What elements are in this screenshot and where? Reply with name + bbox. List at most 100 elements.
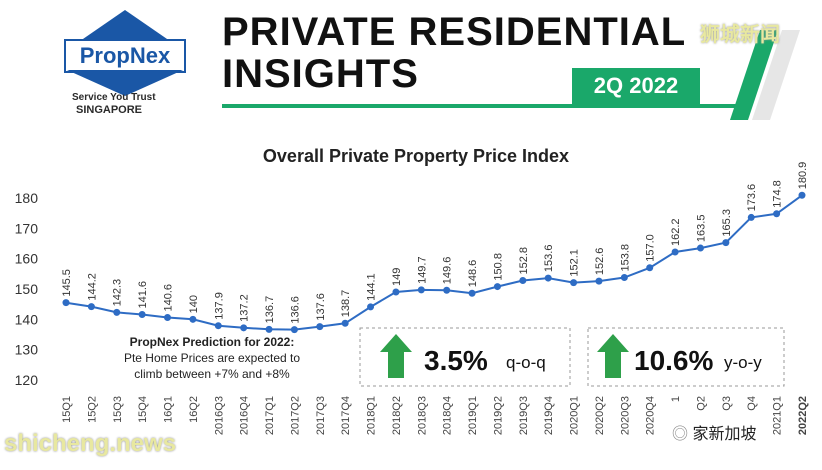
data-label: 153.6	[543, 245, 555, 273]
wechat-watermark: ◎ 家新加坡	[672, 420, 756, 444]
propnex-logo: PropNex	[64, 10, 186, 96]
x-tick-label: 2021Q1	[772, 396, 784, 435]
x-tick-label: 1	[670, 396, 682, 402]
data-label: 144.2	[86, 273, 98, 301]
y-tick-label: 180	[15, 190, 39, 206]
data-point	[367, 303, 375, 311]
prediction-line1: Pte Home Prices are expected to	[124, 351, 300, 365]
x-tick-label: Q2	[695, 396, 707, 411]
data-point	[417, 286, 425, 294]
x-tick-label: 2018Q2	[391, 396, 403, 435]
data-label: 153.8	[619, 244, 631, 272]
data-label: 162.2	[670, 218, 682, 246]
header: PropNex Service You Trust SINGAPORE PRIV…	[0, 0, 822, 132]
data-label: 165.3	[721, 209, 733, 237]
x-tick-label: 2018Q3	[416, 396, 428, 435]
y-tick-label: 140	[15, 311, 39, 327]
data-point	[722, 239, 730, 247]
data-point	[265, 325, 273, 333]
data-point	[62, 299, 70, 307]
x-tick-label: 2020Q3	[619, 396, 631, 435]
brand-name: PropNex	[80, 43, 171, 68]
prediction-title: PropNex Prediction for 2022:	[130, 335, 295, 349]
x-tick-label: 2018Q4	[442, 396, 454, 435]
value-labels: 145.5 144.2 142.3 141.6 140.6 140 137.9 137.2 13…	[61, 162, 809, 324]
y-axis: 120 130 140 150 160 170 180	[15, 190, 39, 388]
x-tick-label: 2019Q2	[492, 396, 504, 435]
data-label: 137.6	[315, 293, 327, 321]
wechat-icon: ◎	[672, 426, 693, 443]
data-label: 142.3	[112, 279, 124, 307]
data-point	[443, 286, 451, 294]
series-line-path	[65, 194, 803, 331]
data-point	[316, 323, 324, 331]
data-point	[798, 191, 806, 199]
series-line	[65, 194, 803, 331]
y-tick-label: 160	[15, 251, 39, 267]
data-label: 138.7	[340, 290, 352, 318]
data-label: 145.5	[61, 269, 73, 297]
data-label: 140.6	[163, 284, 175, 312]
up-arrow-icon	[380, 334, 412, 378]
qoq-value: 3.5%	[424, 345, 488, 376]
data-point	[113, 308, 121, 316]
prediction-box: PropNex Prediction for 2022: Pte Home Pr…	[124, 335, 300, 381]
data-point	[493, 283, 501, 291]
x-tick-label: 2016Q3	[213, 396, 225, 435]
x-tick-label: 16Q2	[188, 396, 200, 423]
data-label: 144.1	[366, 273, 378, 301]
data-label: 140	[188, 295, 200, 313]
data-label: 148.6	[467, 260, 479, 288]
y-tick-label: 130	[15, 342, 39, 358]
x-tick-label: Q4	[746, 396, 758, 411]
data-point	[696, 244, 704, 252]
data-label: 136.7	[264, 296, 276, 324]
data-label: 157.0	[645, 234, 657, 262]
page-title-line1: PRIVATE RESIDENTIAL	[222, 10, 687, 54]
data-label: 163.5	[695, 215, 707, 243]
x-tick-label: 2019Q4	[543, 396, 555, 435]
data-label: 174.8	[772, 180, 784, 208]
data-label: 180.9	[797, 162, 809, 190]
data-point	[341, 319, 349, 327]
data-point	[164, 314, 172, 322]
data-point	[570, 279, 578, 287]
x-tick-label: 2017Q3	[315, 396, 327, 435]
y-tick-label: 150	[15, 281, 39, 297]
data-label: 149.7	[416, 256, 428, 284]
wechat-text: 家新加坡	[692, 426, 757, 443]
data-point	[747, 213, 755, 221]
x-tick-label: 2016Q4	[239, 396, 251, 435]
qoq-box: 3.5% q-o-q	[359, 327, 571, 387]
data-label: 152.8	[518, 247, 530, 275]
prediction-line2: climb between +7% and +8%	[134, 367, 290, 381]
data-label: 149.6	[442, 257, 454, 285]
x-tick-label: 15Q3	[112, 396, 124, 423]
data-label: 150.8	[492, 253, 504, 281]
data-point	[392, 288, 400, 296]
y-tick-label: 120	[15, 372, 39, 388]
x-tick-label: 2020Q4	[645, 396, 657, 435]
watermark-top: 狮城新闻	[700, 24, 780, 46]
data-point	[189, 315, 197, 323]
quarter-badge: 2Q 2022	[572, 68, 700, 104]
data-label: 136.6	[289, 296, 301, 324]
data-point	[519, 277, 527, 285]
data-label: 152.1	[569, 249, 581, 277]
data-label: 137.9	[213, 292, 225, 320]
x-tick-label: 2022Q2	[797, 396, 809, 435]
x-tick-label: 2020Q2	[594, 396, 606, 435]
brand-tagline: Service You Trust	[72, 92, 156, 103]
x-axis: 15Q1 15Q2 15Q3 15Q4 16Q1 16Q2 2016Q3 2016Q4 2017…	[61, 396, 809, 435]
data-point	[646, 264, 654, 272]
data-point	[138, 310, 146, 318]
data-point	[544, 274, 552, 282]
decorative-stripes	[730, 30, 800, 120]
data-point	[214, 322, 222, 330]
header-divider	[222, 104, 752, 108]
x-tick-label: 2020Q1	[569, 396, 581, 435]
x-tick-label: 2019Q1	[467, 396, 479, 435]
data-point	[773, 210, 781, 218]
x-tick-label: 2019Q3	[518, 396, 530, 435]
x-tick-label: 15Q1	[61, 396, 73, 423]
